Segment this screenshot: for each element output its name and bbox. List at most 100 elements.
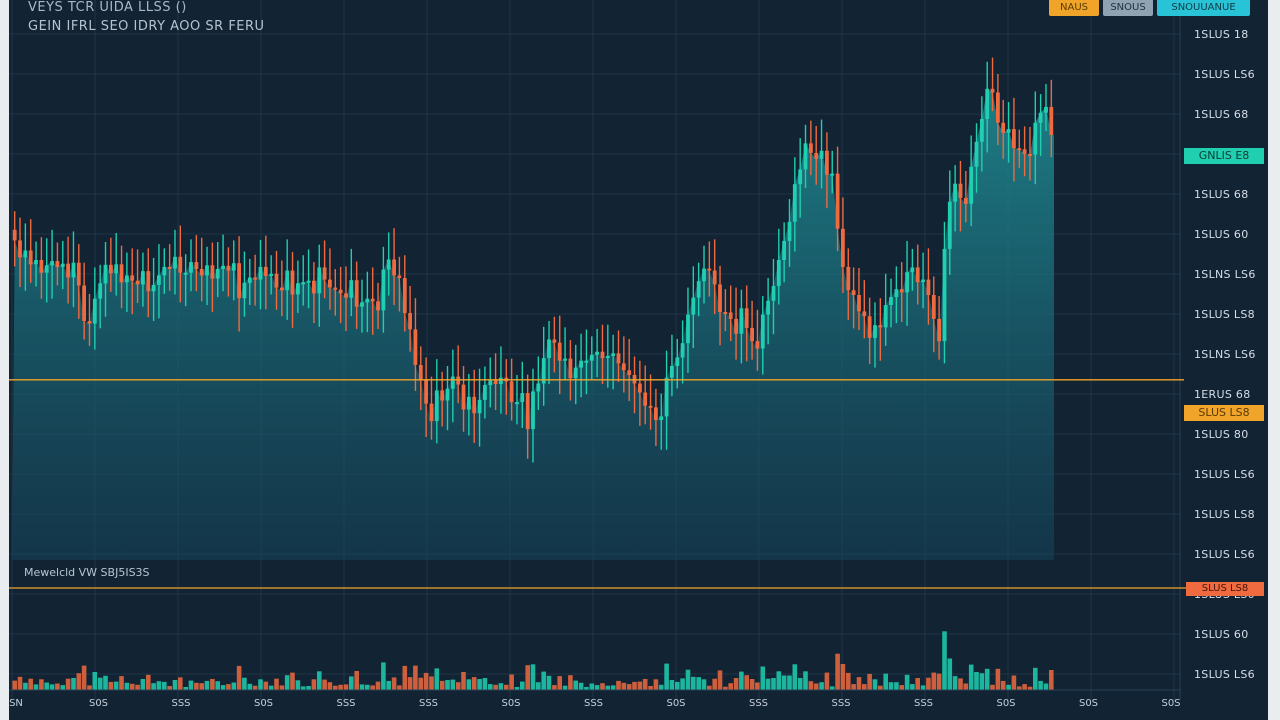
candle-body: [157, 275, 161, 285]
volume-bar: [429, 676, 434, 690]
y-axis-label: 1SLUS 68: [1194, 108, 1249, 121]
candle-body: [643, 392, 648, 406]
candle-body: [1006, 129, 1011, 133]
candle-body: [247, 277, 252, 283]
volume-bar: [81, 665, 87, 690]
candle-body: [456, 376, 461, 385]
volume-bar: [990, 684, 995, 690]
volume-bar: [525, 665, 530, 690]
candle-body: [226, 265, 231, 271]
y-axis-label: 1SLNS LS6: [1194, 268, 1256, 281]
candle-body: [664, 377, 669, 417]
volume-bar: [162, 681, 167, 690]
volume-bar: [236, 665, 242, 690]
candle-body: [942, 248, 947, 342]
candle-body: [990, 88, 995, 93]
candle-body: [445, 388, 450, 401]
candle-body: [173, 256, 177, 269]
candle-body: [285, 270, 290, 291]
candle-body: [771, 286, 776, 301]
candle-body: [766, 300, 770, 315]
volume-bar: [493, 684, 498, 690]
candle-body: [798, 169, 803, 185]
volume-bar: [279, 685, 285, 690]
volume-bar: [958, 678, 963, 690]
candle-body: [376, 301, 380, 311]
volume-bar: [103, 675, 108, 690]
toolbar-button-3[interactable]: SNOUUANUE: [1157, 0, 1250, 16]
volume-bar: [920, 685, 926, 690]
volume-bar: [803, 671, 808, 690]
volume-bar: [407, 677, 413, 690]
candle-body: [370, 298, 375, 302]
volume-bar: [461, 672, 466, 690]
volume-bar: [696, 677, 701, 690]
volume-bar: [637, 681, 643, 690]
volume-bar: [49, 684, 55, 690]
toolbar-button-1[interactable]: NAUS: [1049, 0, 1099, 16]
volume-level-tag: SLUS LS8: [1186, 582, 1264, 596]
volume-bar: [776, 671, 782, 690]
candle-body: [851, 290, 856, 295]
candle-body: [76, 262, 81, 286]
candle-body: [60, 263, 65, 267]
volume-bar: [771, 678, 776, 690]
candle-body: [691, 297, 696, 315]
candle-body: [985, 88, 990, 119]
volume-bar: [648, 686, 653, 690]
volume-bar: [899, 685, 904, 690]
candle-body: [322, 267, 327, 280]
volume-bar: [856, 677, 862, 690]
volume-bar: [327, 682, 333, 690]
volume-bar: [284, 675, 290, 690]
candle-body: [349, 280, 354, 298]
candle-body: [552, 339, 557, 343]
toolbar-button-2[interactable]: SNOUS: [1103, 0, 1153, 16]
candle-body: [958, 183, 963, 198]
x-axis-label: S0S: [1161, 698, 1181, 709]
volume-bar: [787, 675, 792, 690]
volume-bar: [568, 675, 573, 690]
volume-bar: [653, 679, 659, 690]
candle-body: [627, 370, 632, 376]
candle-body: [237, 263, 241, 299]
volume-bar: [707, 685, 712, 690]
candle-body: [424, 380, 428, 404]
candle-body: [381, 269, 386, 311]
volume-bar: [600, 683, 605, 690]
volume-bar: [33, 684, 39, 690]
volume-bar: [1000, 680, 1006, 690]
x-axis-label: S0S: [501, 698, 521, 709]
volume-bar: [755, 682, 760, 690]
volume-bar: [215, 681, 220, 690]
candle-body: [782, 240, 786, 260]
candle-body: [151, 284, 156, 292]
volume-bar: [183, 687, 188, 690]
volume-bar: [381, 662, 386, 690]
candle-body: [92, 298, 97, 324]
candle-body: [178, 256, 183, 273]
volume-bar: [562, 685, 568, 690]
volume-bar: [97, 677, 103, 690]
candle-body: [280, 287, 284, 291]
candle-body: [547, 339, 551, 359]
y-axis-label: 1SLUS LS6: [1194, 548, 1255, 561]
x-axis-label: S0S: [1078, 698, 1099, 709]
candle-body: [680, 343, 685, 358]
volume-bar: [658, 684, 664, 690]
volume-bar: [541, 671, 546, 690]
candle-body: [141, 271, 145, 285]
candle-body: [397, 275, 402, 278]
candle-body: [125, 275, 129, 283]
candle-body: [365, 298, 370, 303]
candle-body: [621, 363, 626, 371]
volume-bar: [947, 658, 953, 690]
candle-body: [841, 228, 845, 267]
volume-bar: [204, 680, 210, 690]
volume-bar: [354, 671, 359, 690]
volume-bar: [439, 680, 445, 690]
volume-bar: [744, 675, 749, 690]
volume-bar: [92, 672, 98, 690]
candle-body: [434, 390, 439, 422]
